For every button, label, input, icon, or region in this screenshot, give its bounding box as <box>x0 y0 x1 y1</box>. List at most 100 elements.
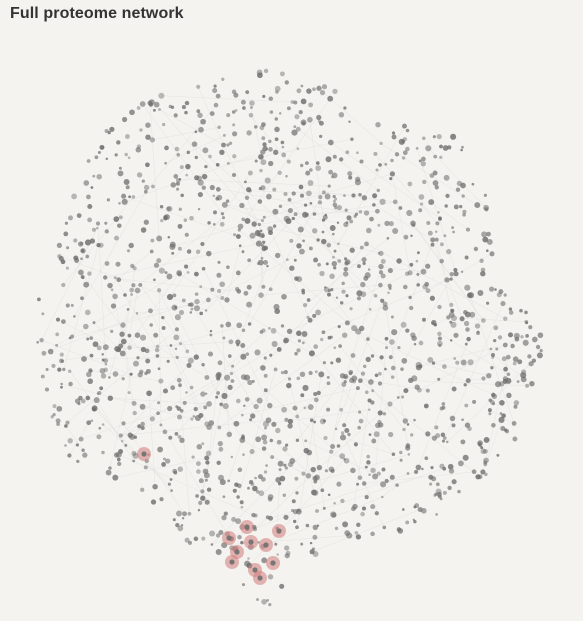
network-node <box>263 356 267 360</box>
highlighted-node[interactable] <box>257 575 263 581</box>
network-node <box>334 427 338 431</box>
network-node <box>174 432 179 436</box>
network-node <box>260 365 266 371</box>
network-node <box>330 287 334 292</box>
network-node <box>204 478 208 482</box>
network-node <box>380 258 386 264</box>
highlighted-node[interactable] <box>141 451 147 457</box>
network-node <box>348 120 351 123</box>
network-node <box>260 159 267 166</box>
network-node <box>371 389 375 393</box>
network-node <box>306 298 311 302</box>
network-node <box>140 487 145 492</box>
network-node <box>520 335 524 339</box>
network-node <box>143 465 148 470</box>
network-node <box>462 212 466 217</box>
network-edge <box>435 317 449 326</box>
network-node <box>261 328 266 333</box>
highlighted-node[interactable] <box>226 535 232 541</box>
network-node <box>335 357 342 363</box>
network-node <box>87 378 94 385</box>
network-node <box>287 418 294 425</box>
network-node <box>93 397 100 404</box>
network-node <box>134 287 141 294</box>
highlighted-node[interactable] <box>234 549 240 555</box>
network-node <box>195 494 199 498</box>
network-node <box>472 399 477 404</box>
network-node <box>253 403 259 410</box>
network-node <box>285 218 292 225</box>
network-node <box>331 260 338 267</box>
network-node <box>81 448 85 452</box>
network-node <box>297 226 304 233</box>
network-node <box>481 231 488 238</box>
network-node <box>327 493 331 497</box>
network-node <box>328 169 334 175</box>
highlighted-node[interactable] <box>263 542 269 548</box>
network-node <box>41 312 45 316</box>
network-node <box>85 254 90 259</box>
network-node <box>120 338 127 345</box>
network-node <box>312 551 319 557</box>
network-node <box>262 215 266 219</box>
network-node <box>390 375 395 379</box>
network-node <box>166 359 170 363</box>
network-node <box>86 159 91 163</box>
network-node <box>47 348 54 355</box>
highlighted-node[interactable] <box>276 528 282 534</box>
network-edge <box>41 227 98 341</box>
network-edge <box>120 419 269 436</box>
network-node <box>231 89 237 95</box>
highlighted-node[interactable] <box>229 559 235 565</box>
network-node <box>312 534 318 540</box>
network-node <box>292 405 298 411</box>
network-node <box>357 264 361 269</box>
network-node <box>464 422 471 428</box>
network-node <box>403 388 409 394</box>
highlighted-node[interactable] <box>252 567 258 573</box>
network-node <box>332 154 337 159</box>
network-node <box>262 240 266 244</box>
network-node <box>281 152 287 158</box>
network-node <box>104 229 109 234</box>
network-node <box>217 289 222 294</box>
network-node <box>164 271 168 275</box>
network-node <box>331 512 337 518</box>
network-node <box>193 536 199 542</box>
network-node <box>249 418 253 422</box>
network-node <box>186 249 192 254</box>
network-node <box>308 102 314 108</box>
network-node <box>316 464 323 471</box>
network-node <box>268 515 274 521</box>
network-node <box>161 462 166 467</box>
network-node <box>109 126 115 132</box>
network-node <box>364 494 369 500</box>
network-node <box>333 501 336 505</box>
network-node <box>131 195 136 199</box>
network-node <box>118 343 124 349</box>
network-node <box>450 133 457 140</box>
network-node <box>267 226 274 233</box>
network-node <box>431 361 436 365</box>
network-node <box>191 455 195 459</box>
network-node <box>480 446 484 450</box>
network-node <box>435 482 440 487</box>
network-node <box>140 227 147 233</box>
network-node <box>464 403 469 408</box>
network-node <box>201 363 205 367</box>
network-node <box>254 476 257 480</box>
network-node <box>392 227 399 235</box>
highlighted-node[interactable] <box>270 560 276 566</box>
network-node <box>333 266 337 270</box>
network-node <box>179 437 185 443</box>
network-node <box>368 379 374 385</box>
network-node <box>258 187 262 191</box>
network-node <box>61 282 66 288</box>
network-node <box>520 376 527 383</box>
network-node <box>491 353 495 357</box>
highlighted-node[interactable] <box>244 524 250 530</box>
network-edge <box>109 374 132 469</box>
highlighted-node[interactable] <box>248 539 254 545</box>
network-node <box>453 267 458 273</box>
